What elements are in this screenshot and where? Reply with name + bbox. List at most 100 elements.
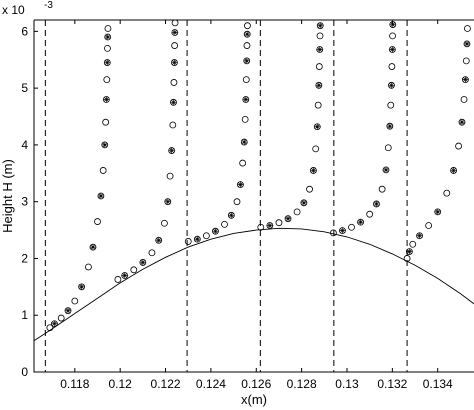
profile-3-star-point — [194, 236, 200, 242]
profile-6-star-point — [416, 233, 423, 239]
profile-3-star-point — [243, 96, 249, 103]
bed-profile-line — [33, 227, 474, 342]
profile-2-star-point — [172, 29, 178, 36]
profile-4-point — [313, 123, 321, 131]
profile-1-point — [71, 297, 79, 305]
profile-2-point — [170, 59, 178, 66]
profile-6-point — [403, 255, 411, 262]
profile-2-star-point — [140, 259, 146, 266]
profile-6-point — [464, 25, 471, 32]
profile-1-point — [94, 218, 101, 225]
profile-1-point — [51, 320, 58, 328]
profile-5-star-point — [390, 21, 396, 28]
profile-6-star-point — [464, 41, 470, 47]
profile-5-point — [378, 185, 386, 193]
x-tick-label: 0.122 — [151, 377, 181, 391]
profile-3-point — [221, 220, 228, 228]
profile-4-star-point — [316, 82, 322, 88]
profile-4-point — [315, 81, 323, 89]
x-axis-label: x(m) — [241, 392, 267, 407]
profile-2-star-point — [170, 99, 177, 105]
profile-5-point — [388, 63, 396, 70]
y-tick-label: 3 — [21, 195, 28, 209]
profile-3-point — [241, 115, 249, 123]
profile-2-point — [114, 276, 122, 283]
profile-3-point — [227, 211, 235, 219]
profile-6-point — [461, 76, 469, 84]
profile-2-point — [170, 98, 177, 106]
profile-6-star-point — [406, 249, 412, 255]
profile-1-point — [103, 59, 111, 66]
y-tick-label: 6 — [21, 24, 28, 38]
profile-1-star-point — [90, 244, 96, 250]
profile-2-point — [130, 266, 138, 274]
profile-1-point — [104, 44, 111, 52]
profile-1-point — [57, 314, 65, 322]
profile-3-point — [233, 198, 241, 206]
profile-2-point — [161, 219, 168, 227]
profile-3-point — [184, 238, 192, 245]
profile-4-point — [310, 167, 317, 174]
profile-5-star-point — [388, 82, 395, 88]
profile-4-star-point — [310, 167, 317, 174]
profile-3-point — [243, 42, 251, 49]
profile-6-point — [458, 118, 466, 126]
profile-2-point — [148, 249, 156, 257]
profile-1-point — [85, 263, 92, 271]
profile-1-point — [104, 25, 112, 32]
profile-2-point — [121, 272, 129, 279]
profile-5-point — [384, 144, 392, 152]
profile-4-point — [275, 219, 283, 227]
y-tick-label: 4 — [21, 138, 28, 152]
profile-4-star-point — [317, 23, 323, 29]
y-tick-label: 1 — [21, 308, 28, 322]
y-multiplier-exponent: -3 — [44, 0, 53, 11]
profile-4-star-point — [301, 200, 307, 206]
profile-5-star-point — [389, 46, 395, 53]
profile-6-point — [434, 208, 442, 216]
profile-1-star-point — [102, 142, 108, 148]
profile-2-point — [139, 259, 147, 266]
profile-1-point — [97, 192, 105, 200]
profile-1-point — [64, 307, 72, 315]
profile-2-point — [171, 42, 179, 49]
profile-5-point — [388, 81, 395, 89]
profile-3-point — [243, 30, 251, 38]
profile-2-point — [155, 236, 163, 244]
bed-profile — [33, 227, 474, 342]
profile-3-point — [239, 159, 247, 167]
x-tick-label: 0.118 — [60, 377, 89, 391]
profile-3-point — [243, 57, 251, 65]
profile-3-point — [242, 76, 250, 84]
profile-1-star-point — [65, 308, 71, 314]
profile-4-point — [293, 208, 301, 216]
axis-labels: x(m) Height H (m) x 10 -3 — [0, 0, 267, 407]
profile-6-star-point — [462, 77, 468, 83]
profile-4-star-point — [285, 216, 291, 222]
profile-5-star-point — [383, 167, 389, 173]
profile-2-point — [171, 29, 179, 36]
profile-4-point — [300, 199, 308, 207]
profile-2-point — [169, 121, 177, 129]
y-tick-label: 2 — [21, 251, 28, 265]
profile-6-point — [462, 57, 470, 65]
profile-6-point — [405, 248, 413, 256]
profile-4-star-point — [267, 222, 273, 229]
profile-3-star-point — [228, 212, 234, 218]
profile-4-point — [284, 215, 292, 223]
profile-5-star-point — [357, 219, 364, 225]
profile-4-point — [312, 145, 320, 153]
x-tick-label: 0.128 — [287, 377, 317, 391]
profile-6-point — [425, 222, 433, 229]
profile-1-point — [102, 118, 110, 126]
profile-6-star-point — [450, 167, 457, 174]
profile-5-point — [389, 21, 397, 28]
profile-3-star-point — [241, 139, 247, 145]
profile-1-point — [99, 167, 107, 174]
profile-3-star-point — [237, 182, 243, 188]
profile-6-point — [463, 40, 471, 48]
profile-2-star-point — [122, 272, 128, 279]
profile-2-star-point — [171, 59, 177, 66]
profile-6-star-point — [459, 119, 465, 125]
profile-4-star-point — [317, 46, 323, 53]
